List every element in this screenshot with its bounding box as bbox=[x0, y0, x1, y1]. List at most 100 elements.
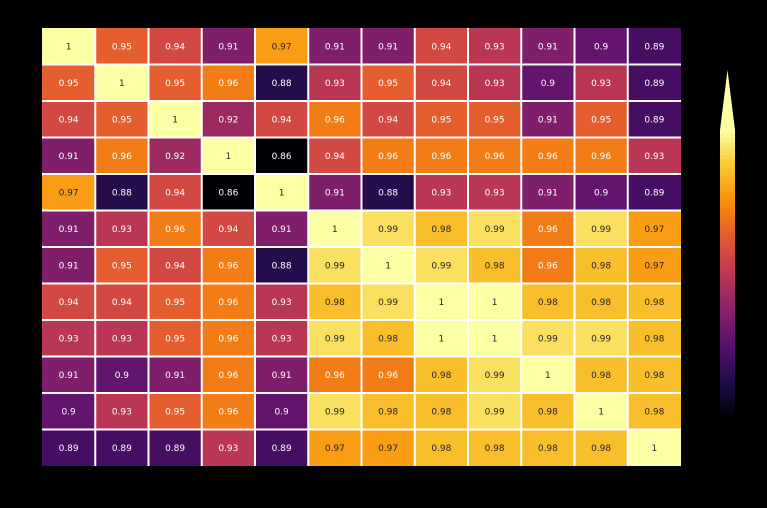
cell-label-r4-c6: 0.88 bbox=[378, 188, 398, 198]
colorbar bbox=[720, 70, 735, 421]
heatmap-cell-r1-c0 bbox=[42, 64, 96, 101]
cell-label-r10-c9: 0.98 bbox=[538, 407, 558, 417]
cell-label-r6-c3: 0.96 bbox=[218, 261, 238, 271]
heatmap-cell-r11-c2 bbox=[148, 429, 202, 466]
cell-label-r2-c8: 0.95 bbox=[485, 115, 505, 125]
heatmap-cell-r4-c1 bbox=[95, 174, 149, 211]
cell-label-r0-c0: 1 bbox=[66, 42, 72, 52]
heatmap-cell-r5-c10 bbox=[574, 210, 628, 247]
heatmap-cell-r7-c6 bbox=[361, 283, 415, 320]
cell-label-r0-c9: 0.91 bbox=[538, 42, 558, 52]
heatmap-cell-r10-c3 bbox=[201, 393, 255, 430]
heatmap-cell-r0-c3 bbox=[201, 28, 255, 65]
heatmap-cell-r8-c0 bbox=[42, 320, 96, 357]
heatmap-cell-r6-c9 bbox=[521, 247, 575, 284]
heatmap-cell-r7-c4 bbox=[255, 283, 309, 320]
cell-label-r5-c5: 1 bbox=[332, 225, 338, 235]
colorbar-segment bbox=[720, 150, 735, 156]
cell-label-r6-c7: 0.99 bbox=[431, 261, 451, 271]
cell-label-r3-c3: 1 bbox=[226, 152, 232, 162]
heatmap-cell-r5-c8 bbox=[468, 210, 522, 247]
colorbar-segment bbox=[720, 287, 735, 293]
heatmap-cell-r6-c3 bbox=[201, 247, 255, 284]
cell-label-r10-c7: 0.98 bbox=[431, 407, 451, 417]
colorbar-segment bbox=[720, 299, 735, 305]
heatmap-cell-r2-c1 bbox=[95, 101, 149, 138]
cell-label-r1-c2: 0.95 bbox=[165, 79, 185, 89]
cell-label-r1-c6: 0.95 bbox=[378, 79, 398, 89]
cell-label-r7-c10: 0.98 bbox=[591, 298, 611, 308]
cell-label-r5-c9: 0.96 bbox=[538, 225, 558, 235]
cell-label-r3-c9: 0.96 bbox=[538, 152, 558, 162]
cell-label-r7-c9: 0.98 bbox=[538, 298, 558, 308]
heatmap-cell-r1-c3 bbox=[201, 64, 255, 101]
heatmap-cell-r11-c9 bbox=[521, 429, 575, 466]
colorbar-segment bbox=[720, 258, 735, 264]
heatmap-cell-r2-c5 bbox=[308, 101, 362, 138]
colorbar-segment bbox=[720, 192, 735, 197]
heatmap-cell-r8-c9 bbox=[521, 320, 575, 357]
cell-label-r1-c4: 0.88 bbox=[272, 79, 292, 89]
heatmap-cell-r8-c7 bbox=[414, 320, 468, 357]
heatmap-cell-r11-c11 bbox=[627, 429, 681, 466]
cell-label-r0-c7: 0.94 bbox=[431, 42, 451, 52]
heatmap-cell-r4-c3 bbox=[201, 174, 255, 211]
cell-label-r11-c11: 1 bbox=[652, 444, 658, 454]
heatmap-cell-r7-c5 bbox=[308, 283, 362, 320]
heatmap-cell-r9-c8 bbox=[468, 356, 522, 393]
heatmap-cell-r7-c1 bbox=[95, 283, 149, 320]
heatmap-cell-r11-c0 bbox=[42, 429, 96, 466]
heatmap-cell-r9-c7 bbox=[414, 356, 468, 393]
heatmap-cell-r7-c10 bbox=[574, 283, 628, 320]
heatmap-cell-r3-c3 bbox=[201, 137, 255, 174]
colorbar-segment bbox=[720, 183, 735, 189]
heatmap-cell-r0-c1 bbox=[95, 28, 149, 65]
cell-label-r1-c0: 0.95 bbox=[59, 79, 79, 89]
colorbar-segment bbox=[720, 304, 735, 309]
cell-label-r7-c4: 0.93 bbox=[272, 298, 292, 308]
colorbar-segment bbox=[720, 362, 735, 367]
cell-label-r9-c4: 0.91 bbox=[272, 371, 292, 381]
colorbar-segment bbox=[720, 188, 735, 193]
colorbar-segment bbox=[720, 395, 735, 400]
cell-label-r4-c8: 0.93 bbox=[485, 188, 505, 198]
cell-label-r6-c10: 0.98 bbox=[591, 261, 611, 271]
heatmap-cell-r5-c2 bbox=[148, 210, 202, 247]
cell-label-r9-c10: 0.98 bbox=[591, 371, 611, 381]
colorbar-segment bbox=[720, 328, 735, 334]
heatmap-cell-r8-c8 bbox=[468, 320, 522, 357]
colorbar-segment bbox=[720, 283, 735, 289]
cell-label-r0-c2: 0.94 bbox=[165, 42, 185, 52]
heatmap-cell-r11-c7 bbox=[414, 429, 468, 466]
heatmap-cell-r4-c9 bbox=[521, 174, 575, 211]
cell-label-r3-c0: 0.91 bbox=[59, 152, 79, 162]
heatmap-cell-r8-c3 bbox=[201, 320, 255, 357]
heatmap-cell-r9-c4 bbox=[255, 356, 309, 393]
colorbar-segment bbox=[720, 250, 735, 255]
heatmap-cell-r6-c2 bbox=[148, 247, 202, 284]
cell-label-r10-c5: 0.99 bbox=[325, 407, 345, 417]
heatmap-cell-r6-c4 bbox=[255, 247, 309, 284]
cell-label-r6-c0: 0.91 bbox=[59, 261, 79, 271]
heatmap-cell-r4-c5 bbox=[308, 174, 362, 211]
heatmap-cell-r2-c11 bbox=[627, 101, 681, 138]
cell-label-r4-c5: 0.91 bbox=[325, 188, 345, 198]
heatmap-cell-r4-c0 bbox=[42, 174, 96, 211]
colorbar-segment bbox=[720, 337, 735, 342]
cell-label-r3-c5: 0.94 bbox=[325, 152, 345, 162]
heatmap-cell-r4-c4 bbox=[255, 174, 309, 211]
cell-label-r2-c1: 0.95 bbox=[112, 115, 132, 125]
heatmap-cell-r11-c1 bbox=[95, 429, 149, 466]
cell-label-r7-c0: 0.94 bbox=[59, 298, 79, 308]
colorbar-segment bbox=[720, 225, 735, 231]
cell-label-r6-c2: 0.94 bbox=[165, 261, 185, 271]
colorbar-segment bbox=[720, 312, 735, 318]
cell-label-r11-c0: 0.89 bbox=[59, 444, 79, 454]
cell-label-r9-c9: 1 bbox=[545, 371, 551, 381]
colorbar-segment bbox=[720, 295, 735, 301]
cell-label-r9-c11: 0.98 bbox=[644, 371, 664, 381]
cell-label-r3-c1: 0.96 bbox=[112, 152, 132, 162]
cell-label-r4-c0: 0.97 bbox=[59, 188, 79, 198]
heatmap-cell-r10-c11 bbox=[627, 393, 681, 430]
colorbar-segment bbox=[720, 208, 735, 214]
